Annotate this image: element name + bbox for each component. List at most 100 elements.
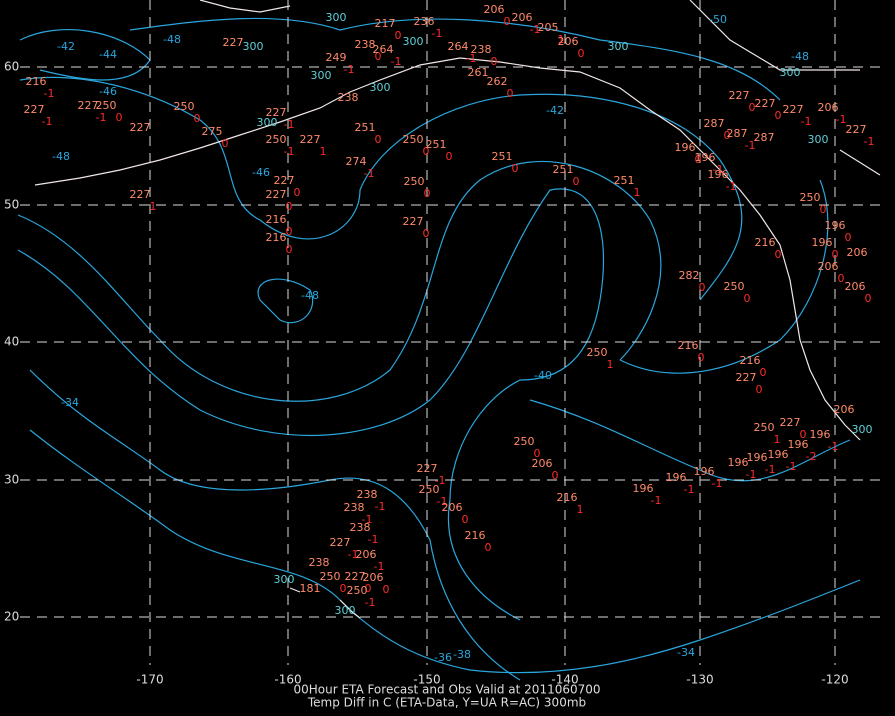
- station-value: 206: [356, 548, 377, 561]
- station-value: 238: [357, 488, 378, 501]
- temp-diff: -1: [466, 52, 477, 65]
- station-value: 250: [419, 483, 440, 496]
- longitude-label: -130: [686, 673, 713, 687]
- temp-diff: 0: [744, 292, 751, 305]
- station-value: 227: [130, 188, 151, 201]
- station-value: 250: [587, 346, 608, 359]
- contour: [19, 76, 743, 301]
- station-value: 206: [512, 11, 533, 24]
- temp-diff: 0: [194, 112, 201, 125]
- station-value: 206: [558, 35, 579, 48]
- station-value: 250: [514, 435, 535, 448]
- temp-diff: -1: [745, 139, 756, 152]
- station-value: 227: [755, 97, 776, 110]
- temp-diff: -1: [828, 440, 839, 453]
- height-label: 300: [852, 423, 873, 436]
- station-value: 216: [266, 231, 287, 244]
- contour: [129, 17, 781, 101]
- station-value: 251: [553, 163, 574, 176]
- station-value: 206: [834, 403, 855, 416]
- station-value: 227: [78, 99, 99, 112]
- temp-diff: 1: [150, 200, 157, 213]
- temp-diff: 1: [558, 33, 565, 46]
- station-value: 238: [338, 91, 359, 104]
- station-value: 196: [694, 465, 715, 478]
- contour: [257, 278, 314, 324]
- temp-diff: 0: [552, 469, 559, 482]
- station-value: 238: [344, 501, 365, 514]
- contour-label: -48: [791, 50, 809, 63]
- station-value: 227: [729, 89, 750, 102]
- height-label: 300: [257, 116, 278, 129]
- temp-diff: 1: [320, 145, 327, 158]
- temp-diff: -1: [746, 468, 757, 481]
- station-value: 196: [633, 482, 654, 495]
- temp-diff: 0: [383, 583, 390, 596]
- station-value: 261: [468, 66, 489, 79]
- station-value: 282: [679, 269, 700, 282]
- station-value: 216: [755, 236, 776, 249]
- station-value: 250: [403, 133, 424, 146]
- station-value: 206: [363, 571, 384, 584]
- height-label: 300: [243, 40, 264, 53]
- station-value: 216: [465, 529, 486, 542]
- temp-diff: 1: [634, 186, 641, 199]
- footer-line: Temp Diff in C (ETA-Data, Y=UA R=AC) 300…: [307, 696, 586, 710]
- temp-diff: 0: [695, 153, 702, 166]
- station-value: 227: [223, 36, 244, 49]
- temp-diff: 0: [724, 129, 731, 142]
- temp-diff: 0: [832, 248, 839, 261]
- temp-diff: 0: [294, 186, 301, 199]
- station-value: 250: [800, 191, 821, 204]
- coastline: [34, 57, 861, 441]
- temp-diff: -1: [713, 163, 724, 176]
- temp-diff: 0: [491, 55, 498, 68]
- temp-diff: 0: [800, 428, 807, 441]
- contour-label: -34: [61, 396, 79, 409]
- station-value: 287: [704, 117, 725, 130]
- station-value: 227: [130, 121, 151, 134]
- station-value: 275: [202, 125, 223, 138]
- station-value: 250: [266, 133, 287, 146]
- station-value: 238: [350, 521, 371, 534]
- height-label: 300: [370, 81, 391, 94]
- temp-diff: 0: [424, 187, 431, 200]
- contour-label: -48: [301, 289, 319, 302]
- temp-diff: 1: [774, 433, 781, 446]
- station-value: 227: [417, 462, 438, 475]
- contour: [529, 399, 851, 482]
- temp-diff: 1: [607, 358, 614, 371]
- contour: [29, 429, 861, 674]
- latitude-label: 20: [4, 610, 19, 624]
- temp-diff: 0: [423, 145, 430, 158]
- temp-diff: 0: [375, 50, 382, 63]
- station-value: 227: [330, 536, 351, 549]
- contour: [619, 179, 829, 374]
- station-value: 206: [442, 501, 463, 514]
- station-value: 196: [728, 456, 749, 469]
- coastline: [289, 587, 361, 619]
- temp-diff: -1: [726, 180, 737, 193]
- station-value: 227: [266, 106, 287, 119]
- temp-diff: 0: [578, 47, 585, 60]
- station-value: 227: [300, 133, 321, 146]
- temp-diff: -1: [864, 135, 875, 148]
- station-value: 206: [847, 246, 868, 259]
- station-value: 196: [708, 168, 729, 181]
- height-label: 300: [326, 11, 347, 24]
- border: [689, 0, 881, 176]
- temp-diff: -1: [362, 513, 373, 526]
- temp-diff: 0: [820, 203, 827, 216]
- temp-diff: 0: [756, 383, 763, 396]
- temp-diff: 0: [534, 447, 541, 460]
- station-value: 236: [414, 15, 435, 28]
- station-value: 250: [320, 570, 341, 583]
- station-value: 251: [426, 138, 447, 151]
- temp-diff: -1: [435, 474, 446, 487]
- contour-label: -34: [677, 646, 695, 659]
- height-label: 300: [808, 133, 829, 146]
- station-value: 250: [96, 99, 117, 112]
- station-value: 251: [355, 121, 376, 134]
- station-value: 251: [614, 174, 635, 187]
